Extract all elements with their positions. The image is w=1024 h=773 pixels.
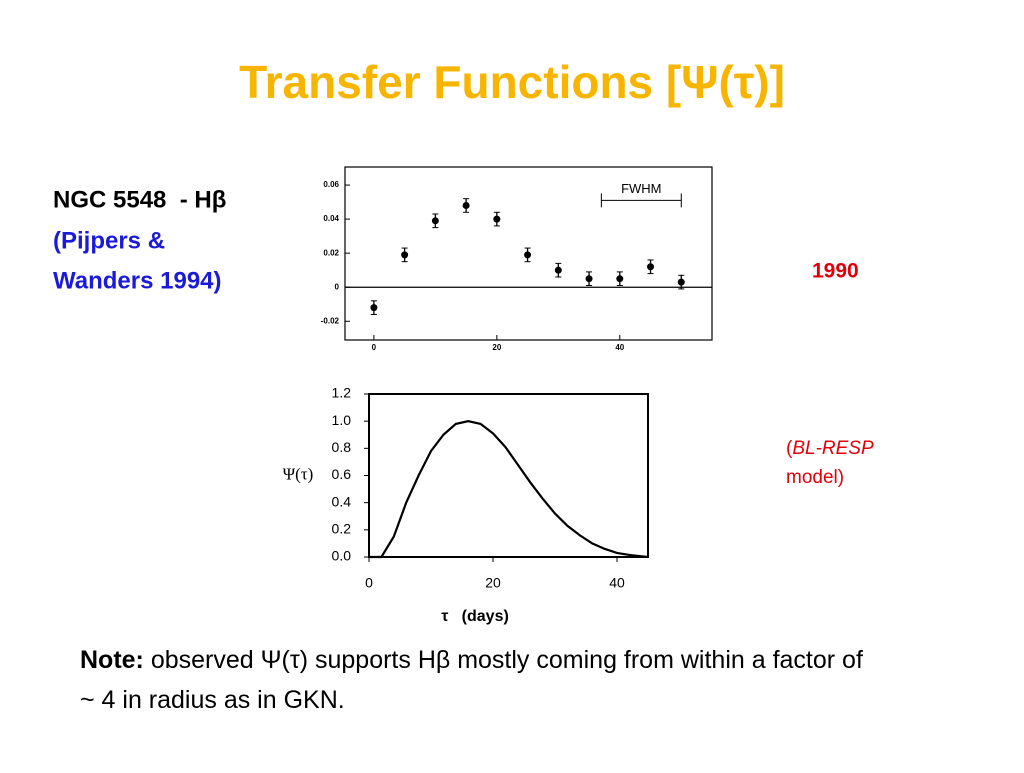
y-tick-label: -0.02 <box>321 316 340 325</box>
data-point <box>616 275 624 283</box>
y-tick-label: 1.0 <box>332 412 352 428</box>
y-tick-label: 1.2 <box>332 385 352 401</box>
reference-line: (Pijpers & <box>53 227 165 254</box>
y-axis-label: Ψ(τ) <box>283 464 314 483</box>
note: Note: observed Ψ(τ) supports Hβ mostly c… <box>80 640 870 720</box>
x-axis-label: τ (days) <box>441 608 509 625</box>
year-label: 1990 <box>812 260 859 283</box>
annotation-text: FWHM <box>621 181 661 196</box>
y-tick-label: 0.4 <box>332 493 352 509</box>
data-point <box>401 251 409 259</box>
y-tick-label: 0 <box>335 282 340 291</box>
model-label: model) <box>786 467 844 488</box>
slide-title: Transfer Functions [Ψ(τ)] <box>239 56 785 108</box>
data-point <box>554 266 562 274</box>
y-tick-label: 0.2 <box>332 521 352 537</box>
x-tick-label: 40 <box>615 343 624 352</box>
x-tick-label: 40 <box>609 575 625 591</box>
y-tick-label: 0.6 <box>332 466 352 482</box>
y-tick-label: 0.06 <box>323 180 339 189</box>
y-tick-label: 0.02 <box>323 248 339 257</box>
object-label: NGC 5548 - Hβ <box>53 186 226 213</box>
y-tick-label: 0.0 <box>332 548 352 564</box>
curve <box>369 420 649 559</box>
data-point <box>677 278 685 286</box>
data-point <box>647 263 655 271</box>
x-tick-label: 20 <box>492 343 501 352</box>
model-name: BL-RESP <box>792 438 874 459</box>
plot-frame <box>368 393 649 558</box>
data-point <box>524 251 532 259</box>
data-point <box>493 215 501 223</box>
y-tick-label: 0.8 <box>332 439 352 455</box>
model-label: (BL-RESP <box>786 438 874 459</box>
reference-line: Wanders 1994) <box>53 267 222 294</box>
data-point <box>370 304 378 312</box>
x-tick-label: 0 <box>365 575 373 591</box>
x-tick-label: 20 <box>485 575 501 591</box>
note-lead: Note: <box>80 646 144 674</box>
data-point <box>462 201 470 209</box>
x-tick-label: 0 <box>372 343 377 352</box>
data-point <box>431 217 439 225</box>
data-point <box>585 275 593 283</box>
note-text: observed Ψ(τ) supports Hβ mostly coming … <box>80 646 863 714</box>
y-tick-label: 0.04 <box>323 214 339 223</box>
model-open: ( <box>786 438 793 459</box>
